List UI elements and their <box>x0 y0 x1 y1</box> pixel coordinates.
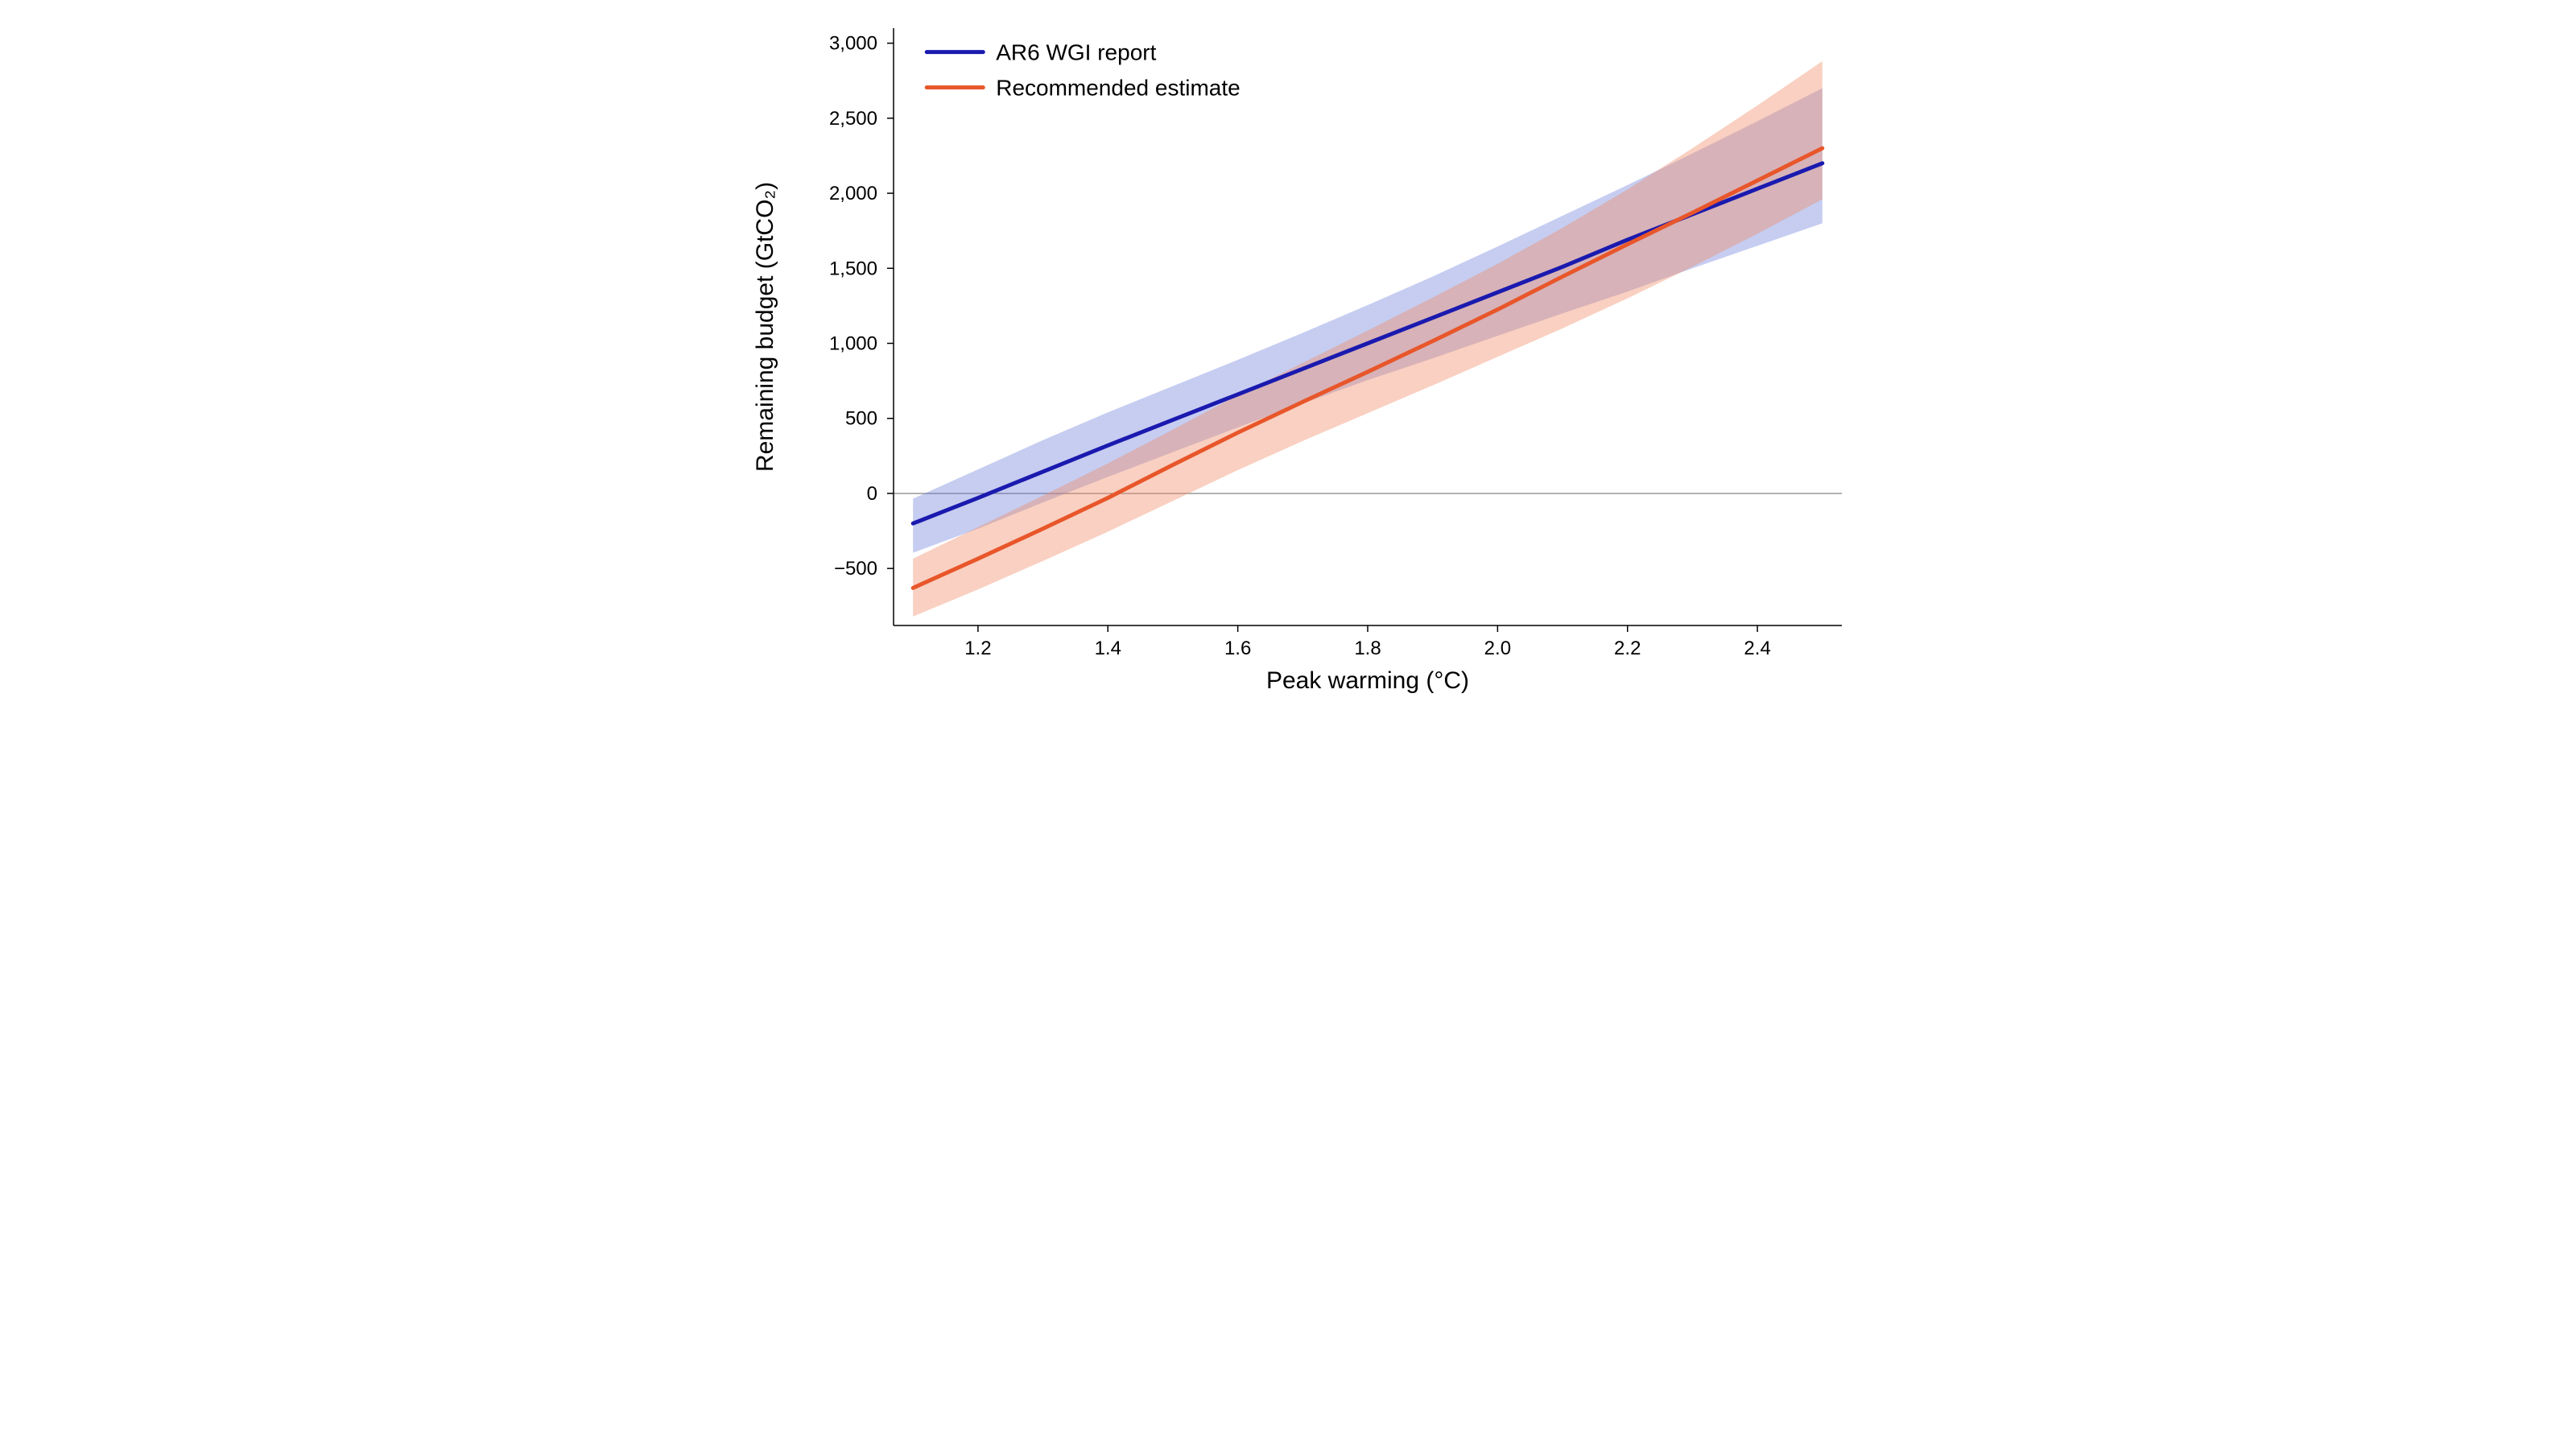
carbon-budget-chart: 1.2 1.4 1.6 1.8 2.0 2.2 2.4 −500 0 500 1,000 1,500 2… <box>644 0 1932 724</box>
band-recommended-estimate <box>913 61 1823 617</box>
x-tick-label: 1.6 <box>1224 638 1251 659</box>
y-tick-label: 500 <box>845 408 877 430</box>
y-tick-label: −500 <box>834 558 877 580</box>
x-tick-label: 1.2 <box>964 638 991 659</box>
y-tick-label: 0 <box>867 483 877 505</box>
y-tick-label: 2,000 <box>829 183 877 204</box>
y-axis-title: Remaining budget (GtCO₂) <box>752 182 778 472</box>
x-axis-title: Peak warming (°C) <box>1266 667 1469 694</box>
legend: AR6 WGI report Recommended estimate <box>927 40 1240 101</box>
y-tick-label: 3,000 <box>829 33 877 55</box>
y-tick-label: 1,500 <box>829 258 877 279</box>
y-tick-label: 1,000 <box>829 333 877 355</box>
x-tick-label: 2.0 <box>1484 638 1511 659</box>
confidence-bands <box>913 61 1823 617</box>
x-tick-label: 2.2 <box>1614 638 1641 659</box>
x-tick-label: 2.4 <box>1744 638 1770 659</box>
legend-label: Recommended estimate <box>996 76 1240 101</box>
x-tick-label: 1.4 <box>1095 638 1121 659</box>
chart-svg: 1.2 1.4 1.6 1.8 2.0 2.2 2.4 −500 0 500 1,000 1,500 2… <box>644 0 1932 724</box>
x-tick-label: 1.8 <box>1354 638 1381 659</box>
y-tick-label: 2,500 <box>829 108 877 130</box>
legend-label: AR6 WGI report <box>996 40 1156 65</box>
